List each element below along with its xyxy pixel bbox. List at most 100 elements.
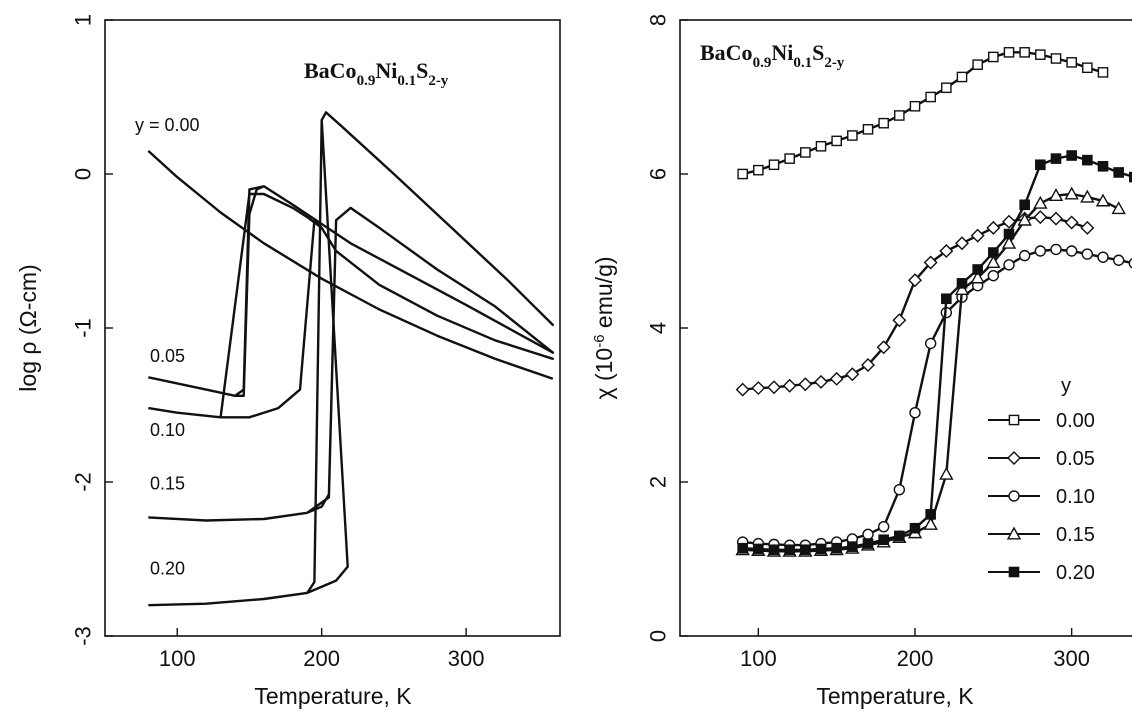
susceptibility-point-0.20 <box>925 509 936 520</box>
susceptibility-point-0.20 <box>1129 171 1132 183</box>
susceptibility-point-0.05 <box>955 236 969 251</box>
susceptibility-point-0.20 <box>1035 159 1046 171</box>
susceptibility-point-0.20 <box>1082 154 1093 166</box>
susceptibility-point-0.10 <box>1128 258 1132 269</box>
susceptibility-point-0.05 <box>986 220 1001 235</box>
susceptibility-x-tick-label: 300 <box>1053 646 1090 671</box>
susceptibility-point-0.00 <box>956 71 968 83</box>
susceptibility-point-0.00 <box>1019 47 1030 58</box>
susceptibility-point-0.15 <box>970 270 985 284</box>
resistivity-y-tick-label: 0 <box>71 168 96 180</box>
resistivity-curve-5 <box>148 111 554 607</box>
susceptibility-point-0.15 <box>954 282 970 295</box>
susceptibility-point-0.20 <box>1113 167 1124 178</box>
susceptibility-point-0.15 <box>1095 193 1111 207</box>
susceptibility-point-0.10 <box>1112 254 1125 266</box>
susceptibility-point-0.15 <box>939 466 954 480</box>
susceptibility-point-0.05 <box>829 371 844 386</box>
susceptibility-point-0.20 <box>988 247 999 258</box>
susceptibility-point-0.10 <box>893 484 906 496</box>
legend-label: 0.20 <box>1056 562 1095 584</box>
legend-title: y <box>1061 375 1071 397</box>
susceptibility-point-0.00 <box>1082 62 1093 74</box>
resistivity-curve-label: 0.10 <box>150 420 185 440</box>
legend-label: 0.00 <box>1056 410 1095 432</box>
resistivity-y-axis-title: log ρ (Ω-cm) <box>15 264 41 391</box>
susceptibility-point-0.00 <box>1003 47 1015 58</box>
susceptibility-point-0.15 <box>1017 212 1032 226</box>
susceptibility-point-0.20 <box>1003 228 1015 240</box>
susceptibility-point-0.00 <box>800 147 811 158</box>
resistivity-curve-label: 0.05 <box>150 346 185 366</box>
resistivity-curve-3 <box>148 192 554 419</box>
susceptibility-point-0.20 <box>972 264 983 275</box>
susceptibility-point-0.00 <box>878 117 889 129</box>
susceptibility-point-0.20 <box>1050 153 1062 164</box>
susceptibility-point-0.05 <box>1049 211 1063 226</box>
susceptibility-x-ticks: 100 200 300 <box>740 628 1090 671</box>
resistivity-y-tick-label: 1 <box>71 14 96 26</box>
susceptibility-series <box>735 47 1132 557</box>
susceptibility-point-0.05 <box>892 313 907 328</box>
susceptibility-point-0.15 <box>1064 186 1079 200</box>
susceptibility-point-0.00 <box>847 130 858 141</box>
susceptibility-point-0.15 <box>1080 189 1095 203</box>
susceptibility-point-0.05 <box>845 367 860 382</box>
susceptibility-x-tick-label: 100 <box>740 646 777 671</box>
susceptibility-point-0.20 <box>862 538 874 549</box>
resistivity-x-tick-label: 100 <box>159 646 196 671</box>
resistivity-curve-label: 0.20 <box>150 558 185 578</box>
susceptibility-point-0.20 <box>768 544 780 556</box>
susceptibility-point-0.20 <box>956 278 968 289</box>
legend-label: 0.05 <box>1056 448 1095 470</box>
susceptibility-point-0.00 <box>894 110 905 121</box>
resistivity-y-tick-label: -3 <box>71 626 96 646</box>
susceptibility-point-0.00 <box>862 124 874 135</box>
resistivity-x-tick-label: 200 <box>303 646 340 671</box>
susceptibility-point-0.00 <box>768 159 780 171</box>
legend-label: 0.15 <box>1056 524 1095 546</box>
susceptibility-point-0.20 <box>800 544 811 556</box>
legend-marker <box>1007 451 1021 465</box>
susceptibility-point-0.00 <box>941 82 952 94</box>
susceptibility-point-0.20 <box>941 293 952 305</box>
legend-marker <box>1008 414 1020 426</box>
susceptibility-point-0.00 <box>1066 57 1077 68</box>
legend-marker <box>1008 566 1020 578</box>
resistivity-series <box>147 111 554 607</box>
resistivity-y-tick-label: -1 <box>71 318 96 338</box>
susceptibility-point-0.10 <box>1065 245 1078 257</box>
susceptibility-y-tick-label: 2 <box>646 476 671 488</box>
susceptibility-point-0.05 <box>861 357 875 372</box>
susceptibility-point-0.00 <box>1035 49 1046 60</box>
resistivity-y-ticks: 1 0 -1 -2 -3 <box>71 14 113 646</box>
resistivity-curve-label: 0.15 <box>150 474 185 494</box>
resistivity-formula-title: BaCo0.9Ni0.1S2-y <box>304 58 449 89</box>
resistivity-x-tick-label: 300 <box>448 646 485 671</box>
susceptibility-point-0.00 <box>1050 53 1062 64</box>
susceptibility-y-tick-label: 8 <box>646 14 671 26</box>
susceptibility-point-0.05 <box>798 377 813 392</box>
susceptibility-point-0.00 <box>972 59 983 70</box>
resistivity-curve-label: y = 0.00 <box>135 115 200 135</box>
susceptibility-point-0.05 <box>1002 214 1016 229</box>
susceptibility-y-tick-label: 6 <box>646 168 671 180</box>
susceptibility-point-0.05 <box>908 273 922 288</box>
susceptibility-point-0.05 <box>1080 220 1095 235</box>
susceptibility-point-0.10 <box>1050 243 1062 256</box>
susceptibility-point-0.05 <box>876 340 891 355</box>
susceptibility-point-0.15 <box>1033 195 1048 209</box>
susceptibility-point-0.00 <box>925 91 936 103</box>
susceptibility-panel: 0 2 4 6 8 100 200 300 BaCo0.9Ni0.1S2-y y 0.00 0… <box>591 14 1132 709</box>
susceptibility-point-0.15 <box>1048 188 1064 202</box>
susceptibility-point-0.00 <box>753 164 764 176</box>
resistivity-y-tick-label: -2 <box>71 472 96 492</box>
susceptibility-point-0.10 <box>1081 248 1094 260</box>
susceptibility-point-0.00 <box>988 51 999 63</box>
legend-label: 0.10 <box>1056 486 1095 508</box>
susceptibility-point-0.10 <box>1003 259 1015 271</box>
susceptibility-point-0.20 <box>1019 199 1030 211</box>
resistivity-curve-2 <box>148 185 554 397</box>
susceptibility-point-0.10 <box>924 337 937 350</box>
susceptibility-point-0.05 <box>735 382 750 397</box>
